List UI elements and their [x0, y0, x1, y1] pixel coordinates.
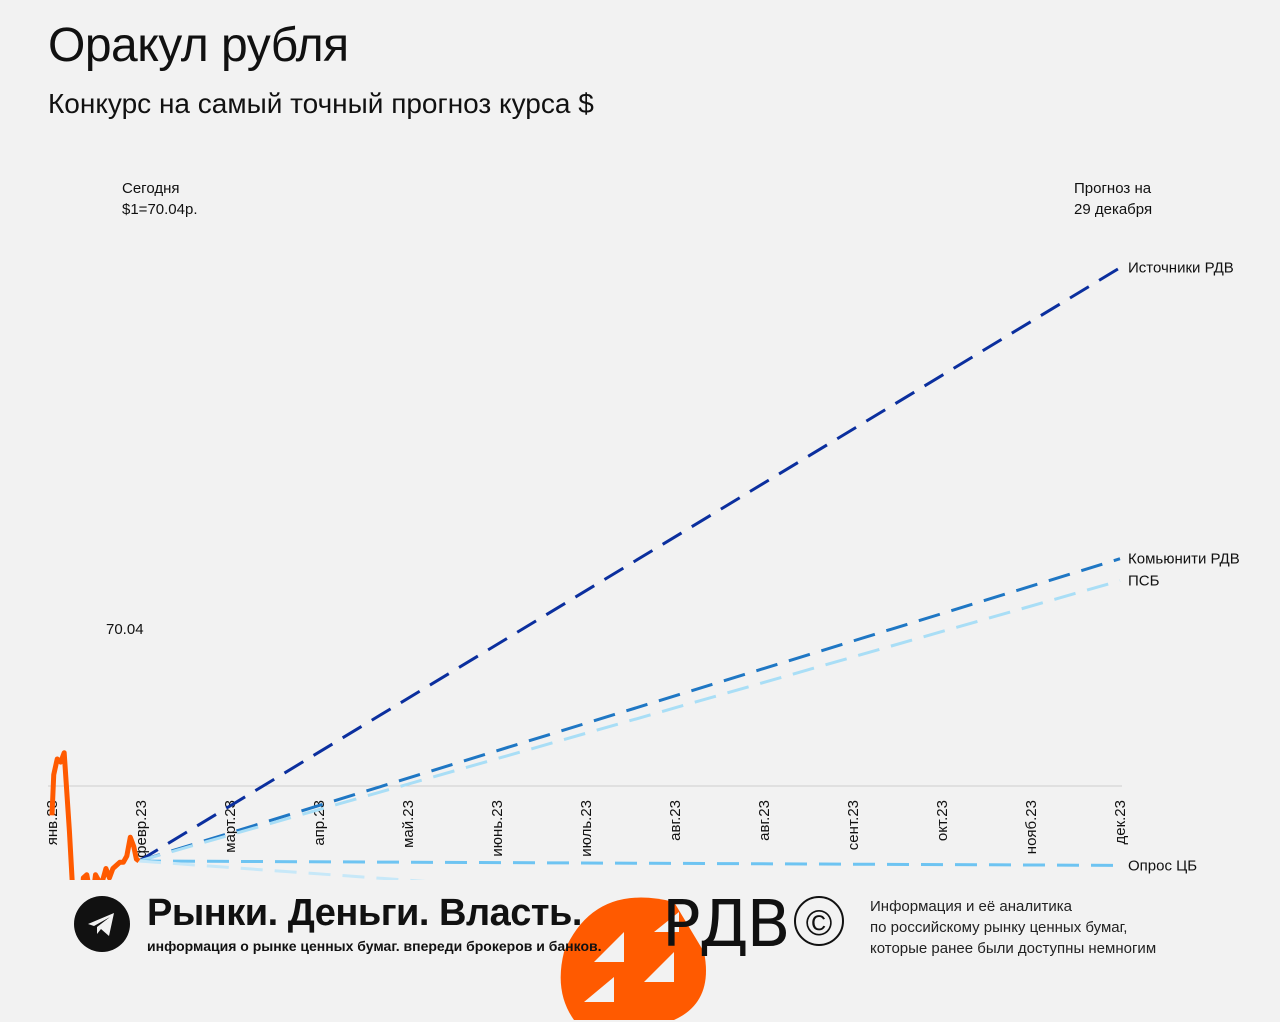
brand-tagline: информация о рынке ценных бумаг. впереди…	[147, 938, 602, 954]
telegram-plane-icon	[88, 913, 114, 936]
current-value-label: 70.04	[106, 621, 144, 638]
today-rate: $1=70.04р.	[122, 201, 198, 218]
info-line-2: по российскому рынку ценных бумаг,	[870, 919, 1128, 936]
chart-title: Оракул рубля	[48, 19, 349, 72]
history-series	[49, 750, 141, 880]
forecast-annotation: Прогноз на 29 декабря	[1074, 178, 1152, 220]
history-line	[49, 750, 141, 880]
rdv-logo: PДB	[662, 888, 790, 962]
x-tick-label: янв.23	[44, 800, 61, 845]
forecast-label: Прогноз на	[1074, 180, 1152, 197]
x-tick-label: март.23	[222, 800, 239, 853]
forecast-series	[138, 557, 1121, 863]
x-tick-label: июль.23	[578, 800, 595, 857]
x-tick-label: нояб.23	[1023, 800, 1040, 854]
x-axis-ticks: янв.23 февр.23 март.23 апр.23 май.23 июнь.23 и…	[44, 800, 1129, 858]
forecast-series	[138, 266, 1121, 863]
series-label: ПСБ	[1128, 573, 1160, 590]
x-tick-label: дек.23	[1112, 800, 1129, 845]
decorative-pattern	[560, 897, 706, 1020]
info-line-3: которые ранее были доступны немногим	[870, 940, 1157, 957]
chart-subtitle: Конкурс на самый точный прогноз курса $	[48, 88, 594, 119]
copyright-icon: ©	[794, 896, 844, 946]
footer-info: Информация и её аналитика по российскому…	[870, 896, 1156, 959]
telegram-icon[interactable]	[74, 896, 130, 952]
x-tick-label: сент.23	[845, 800, 862, 850]
series-label: Комьюнити РДВ	[1128, 551, 1240, 568]
today-annotation: Сегодня $1=70.04р.	[122, 178, 198, 220]
brand-name: Рынки. Деньги. Власть.	[147, 892, 582, 934]
today-label: Сегодня	[122, 180, 180, 197]
forecast-lines	[138, 266, 1121, 880]
x-tick-label: авг.23	[756, 800, 773, 841]
x-tick-label: февр.23	[133, 800, 150, 858]
x-tick-label: окт.23	[934, 800, 951, 841]
series-label: Опрос ЦБ	[1128, 857, 1197, 874]
x-tick-label: май.23	[400, 800, 417, 848]
series-label: Источники РДВ	[1128, 260, 1234, 277]
forecast-series	[138, 859, 1121, 867]
forecast-series	[138, 579, 1121, 863]
forecast-date: 29 декабря	[1074, 201, 1153, 218]
info-line-1: Информация и её аналитика	[870, 898, 1072, 915]
x-tick-label: июнь.23	[489, 800, 506, 857]
chart-canvas: янв.23 февр.23 март.23 апр.23 май.23 июнь.23 и…	[44, 260, 1240, 880]
x-tick-label: авг.23	[667, 800, 684, 841]
